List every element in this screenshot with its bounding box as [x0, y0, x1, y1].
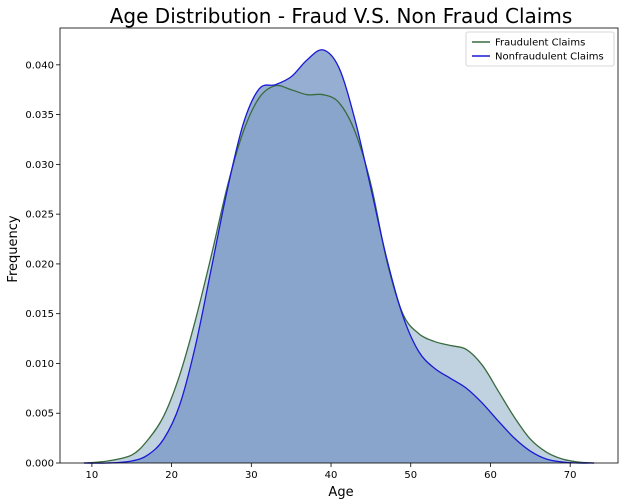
x-tick-label: 70 — [564, 470, 577, 481]
y-tick-label: 0.005 — [25, 409, 54, 420]
x-axis-ticks: 10 20 30 40 50 60 70 — [86, 463, 577, 481]
plot-fills — [83, 49, 595, 464]
plot-frame — [59, 27, 619, 464]
x-tick-label: 50 — [404, 470, 417, 481]
chart-title: Age Distribution - Fraud V.S. Non Fraud … — [110, 4, 573, 28]
legend-entry-label: Fraudulent Claims — [495, 38, 585, 49]
x-tick-label: 30 — [245, 470, 258, 481]
x-tick-label: 60 — [484, 470, 497, 481]
y-tick-label: 0.025 — [25, 210, 54, 221]
y-axis-ticks: 0.000 0.005 0.010 0.015 0.020 0.025 0.030 0.035… — [25, 60, 60, 470]
series-line-nonfraudulent-claims — [83, 49, 595, 464]
plot-lines — [83, 49, 595, 464]
x-tick-label: 10 — [86, 470, 99, 481]
y-tick-label: 0.040 — [25, 60, 54, 71]
y-tick-label: 0.030 — [25, 160, 54, 171]
y-axis-label: Frequency — [6, 215, 21, 282]
y-tick-label: 0.020 — [25, 259, 54, 270]
series-line-fraudulent-claims — [83, 84, 595, 464]
x-tick-label: 40 — [325, 470, 338, 481]
legend: Fraudulent Claims Nonfraudulent Claims — [465, 31, 615, 67]
overlap-fill — [83, 85, 595, 464]
y-tick-label: 0.010 — [25, 359, 54, 370]
y-tick-label: 0.035 — [25, 110, 54, 121]
y-tick-label: 0.000 — [25, 459, 54, 470]
y-tick-label: 0.015 — [25, 309, 54, 320]
legend-entry-label: Nonfraudulent Claims — [495, 52, 604, 63]
x-axis-label: Age — [328, 485, 353, 500]
x-tick-label: 20 — [165, 470, 178, 481]
legend-box — [465, 31, 615, 67]
